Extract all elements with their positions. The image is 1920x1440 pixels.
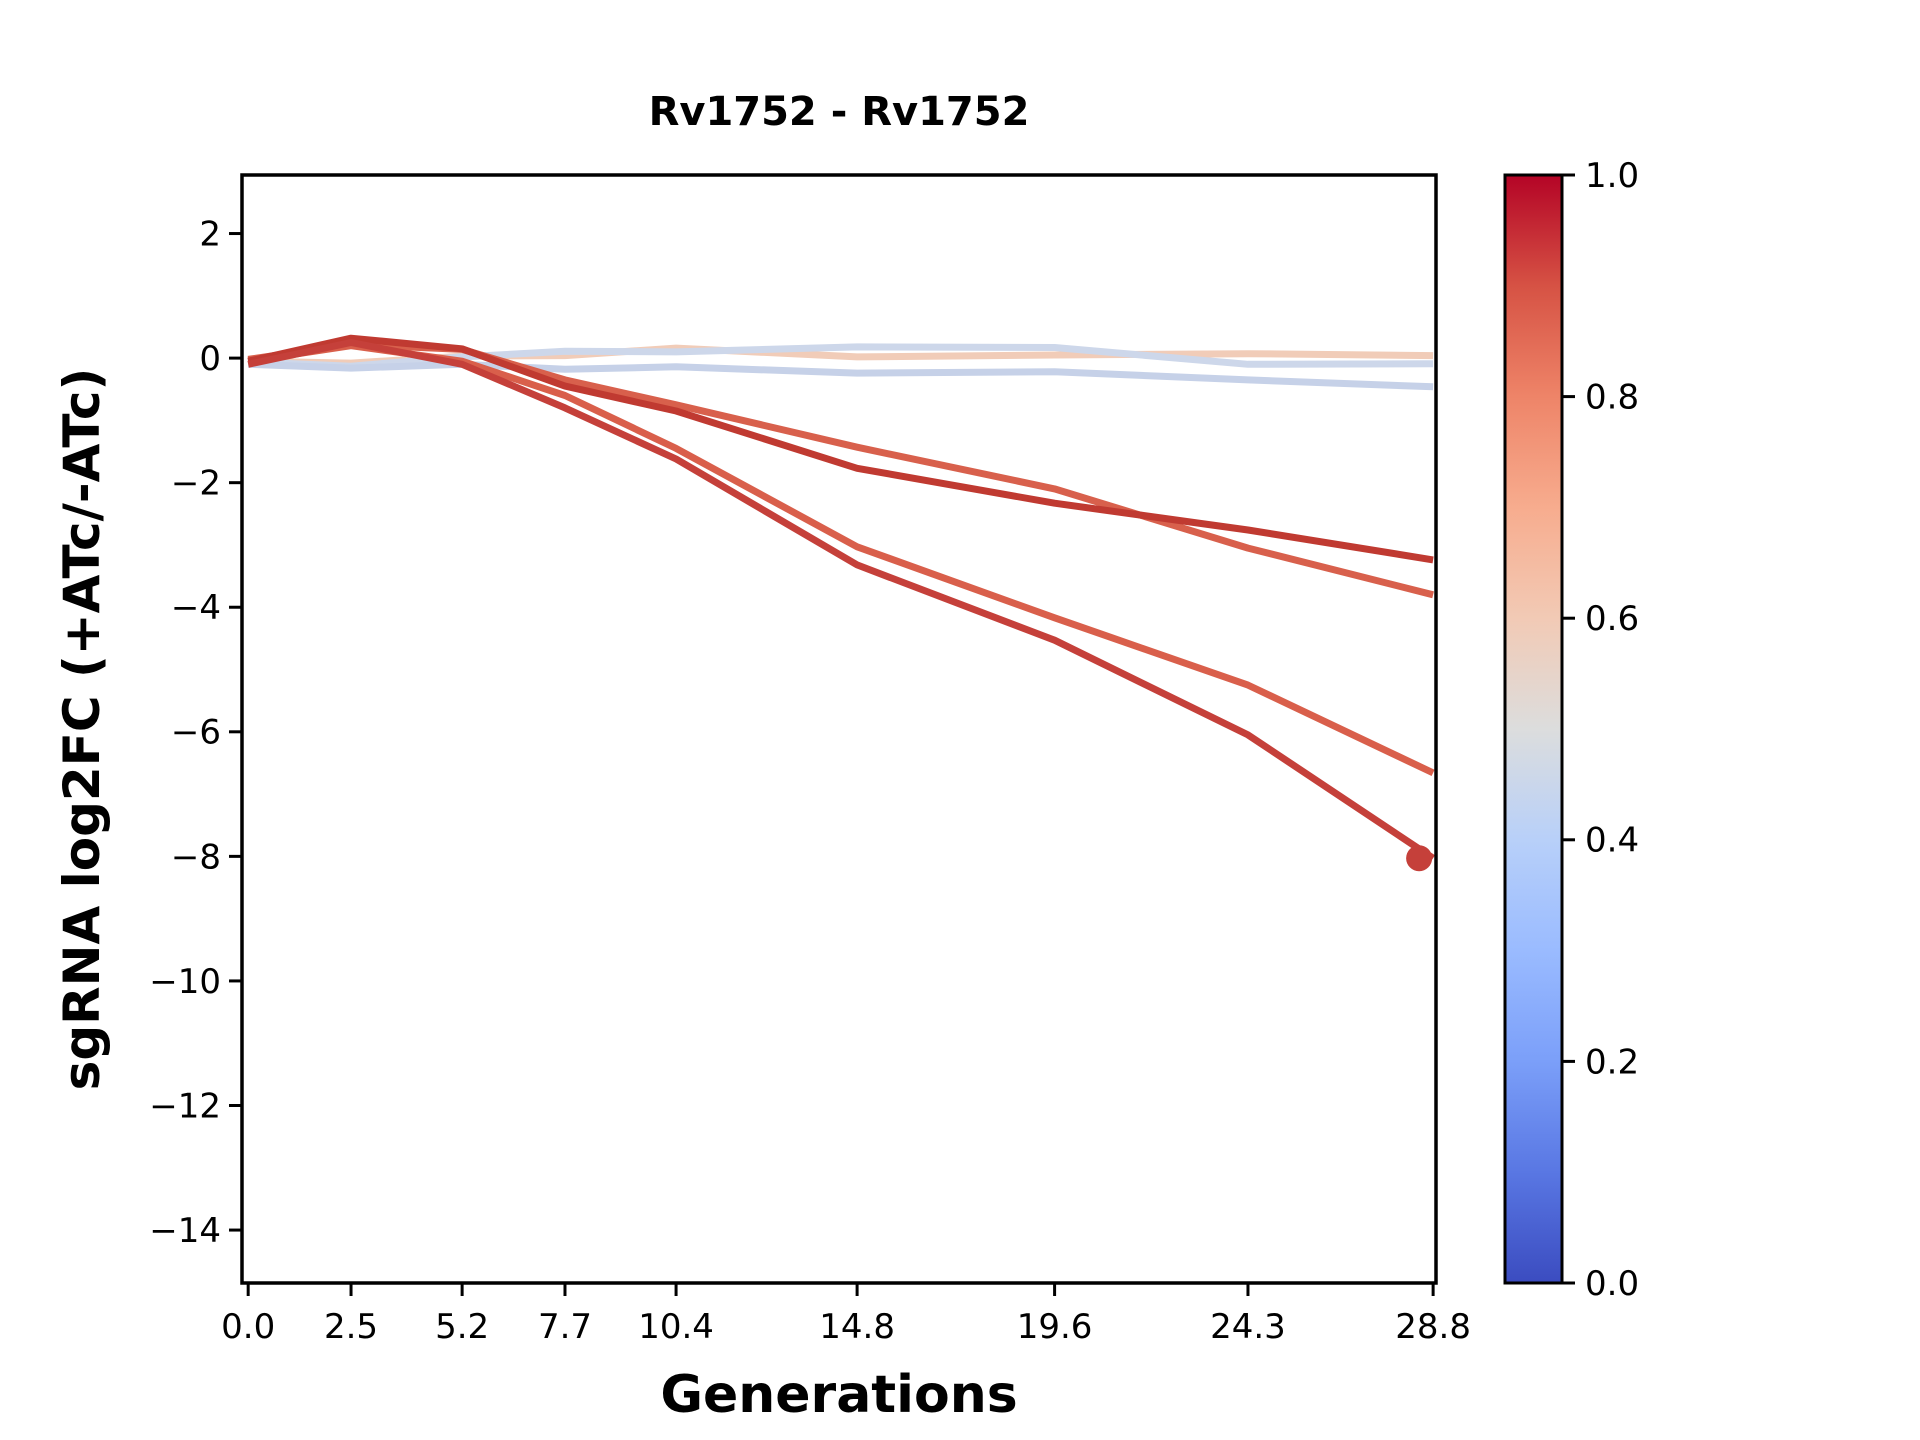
x-axis: 0.0 2.5 5.2 7.7 10.4 14.8 19.6 24.3 28.8 <box>221 1283 1471 1347</box>
colorbar-tick-label: 0.6 <box>1585 599 1639 639</box>
x-tick-label: 24.3 <box>1210 1307 1286 1347</box>
x-tick-label: 14.8 <box>819 1307 895 1347</box>
colorbar-outline <box>1503 173 1564 1285</box>
y-tick-label: −4 <box>171 588 221 628</box>
y-axis: 2 0 −2 −4 −6 −8 −10 −12 −14 <box>149 214 242 1251</box>
y-tick-label: −14 <box>149 1211 221 1251</box>
colorbar-tick-label: 0.8 <box>1585 378 1639 418</box>
x-tick-label: 10.4 <box>638 1307 714 1347</box>
x-tick-label: 2.5 <box>324 1307 378 1347</box>
y-tick-label: 0 <box>199 339 221 379</box>
series-line-sgRNA_flat_cool_1 <box>248 343 1434 370</box>
y-tick-label: −12 <box>149 1086 221 1126</box>
colorbar-tick-label: 0.2 <box>1585 1042 1639 1082</box>
series-lines <box>247 334 1436 872</box>
colorbar-tick-label: 0.4 <box>1585 821 1639 861</box>
x-tick-label: 19.6 <box>1017 1307 1093 1347</box>
series-line-sgRNA_steep_dark_red <box>247 339 1436 862</box>
y-tick-label: −2 <box>171 464 221 504</box>
endpoint-marker-sgRNA_steep_dark_red <box>1406 845 1433 872</box>
y-tick-label: −8 <box>171 837 221 877</box>
x-tick-label: 5.2 <box>435 1307 489 1347</box>
y-tick-label: 2 <box>199 214 221 254</box>
x-tick-label: 7.7 <box>538 1307 592 1347</box>
colorbar-tick-label: 1.0 <box>1585 156 1639 196</box>
series-line-sgRNA_mid_light_red <box>247 340 1434 599</box>
colorbar-tick-label: 0.0 <box>1585 1264 1639 1304</box>
y-tick-label: −6 <box>171 713 221 753</box>
x-axis-label: Generations <box>660 1365 1018 1425</box>
axes-frame <box>240 173 1438 1285</box>
series-line-sgRNA_mid_dark_red <box>247 334 1434 564</box>
chart-title: Rv1752 - Rv1752 <box>648 89 1030 135</box>
colorbar: 1.0 0.8 0.6 0.4 0.2 0.0 <box>1503 156 1639 1304</box>
y-tick-label: −10 <box>149 962 221 1002</box>
series-line-sgRNA_flat_cool_2 <box>248 360 1434 391</box>
x-tick-label: 0.0 <box>221 1307 275 1347</box>
x-tick-label: 28.8 <box>1395 1307 1471 1347</box>
colorbar-bar <box>1505 175 1562 1283</box>
